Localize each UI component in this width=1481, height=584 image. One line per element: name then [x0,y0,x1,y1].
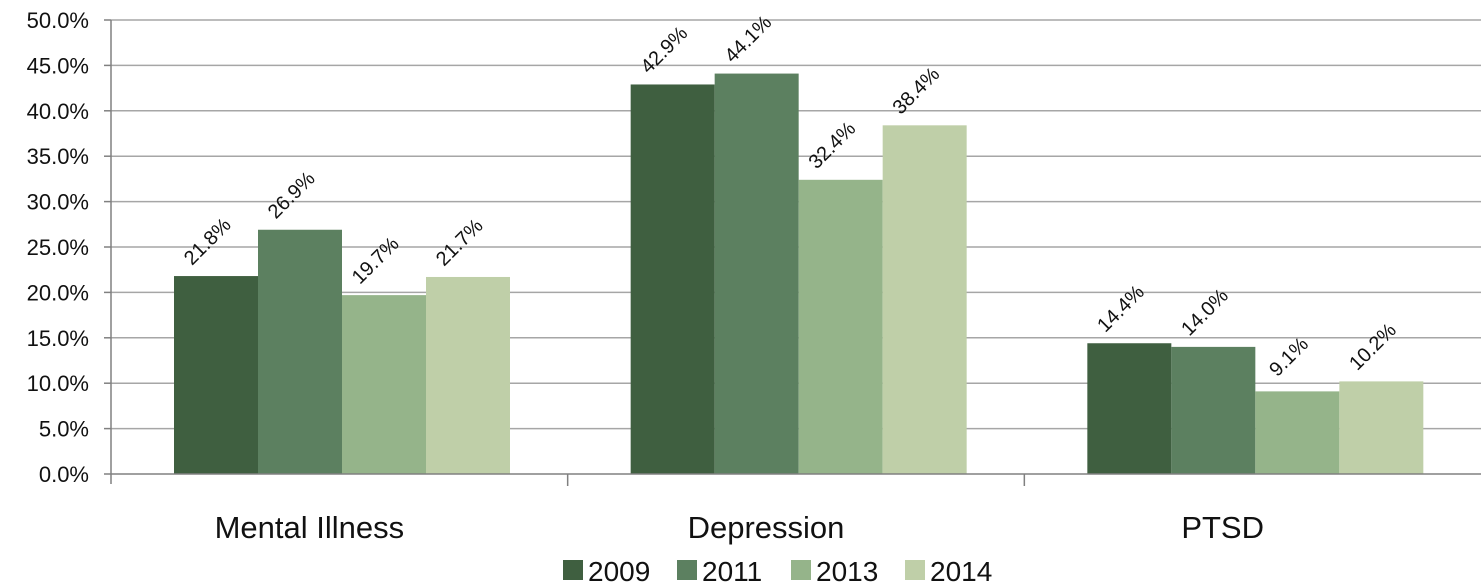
x-axis: Mental Illness Depression PTSD [111,473,1481,545]
legend-label: 2011 [702,556,762,584]
data-label: 10.2% [1345,319,1401,375]
bar-2011-mental-illness [258,229,342,474]
legend-swatch [905,560,925,580]
legend-swatch [791,560,811,580]
y-axis: 0.0% 5.0% 10.0% 15.0% 20.0% 25.0% 30.0% 35.0% 40… [27,8,112,487]
legend-label: 2013 [816,556,878,584]
data-label: 32.4% [805,118,861,174]
x-category-label: Depression [688,510,845,545]
bar-2009-ptsd [1087,343,1172,474]
data-label: 21.7% [432,215,488,271]
legend-label: 2014 [930,556,992,584]
legend-swatch [563,560,583,580]
bar-2009-depression [630,84,715,474]
data-label: 42.9% [637,22,693,78]
bar-2014-mental-illness [426,276,510,474]
bar-2014-ptsd [1339,381,1424,474]
data-label: 14.4% [1093,281,1149,337]
bar-2013-mental-illness [342,295,426,474]
data-label: 9.1% [1265,333,1313,381]
bar-2013-ptsd [1255,391,1340,474]
y-tick-label: 45.0% [27,53,89,78]
y-tick-label: 15.0% [27,326,89,351]
y-tick-label: 35.0% [27,144,89,169]
x-category-label: Mental Illness [215,510,405,545]
data-label: 21.8% [180,214,236,270]
data-label: 26.9% [264,168,320,224]
bar-2009-mental-illness [174,276,258,474]
bar-2011-depression [714,73,799,475]
legend: 2009 2011 2013 2014 [563,556,992,584]
data-label: 19.7% [348,233,404,289]
bars [174,73,1424,475]
y-tick-label: 25.0% [27,235,89,260]
legend-swatch [677,560,697,580]
y-tick-label: 5.0% [39,417,89,442]
y-tick-label: 30.0% [27,190,89,215]
y-tick-label: 10.0% [27,371,89,396]
bar-2011-ptsd [1171,346,1256,474]
bar-2014-depression [882,125,967,474]
y-tick-label: 0.0% [39,462,89,487]
y-tick-label: 40.0% [27,99,89,124]
legend-label: 2009 [588,556,650,584]
y-tick-label: 50.0% [27,8,89,33]
bar-2013-depression [798,179,883,475]
y-tick-label: 20.0% [27,280,89,305]
x-category-label: PTSD [1181,510,1264,545]
